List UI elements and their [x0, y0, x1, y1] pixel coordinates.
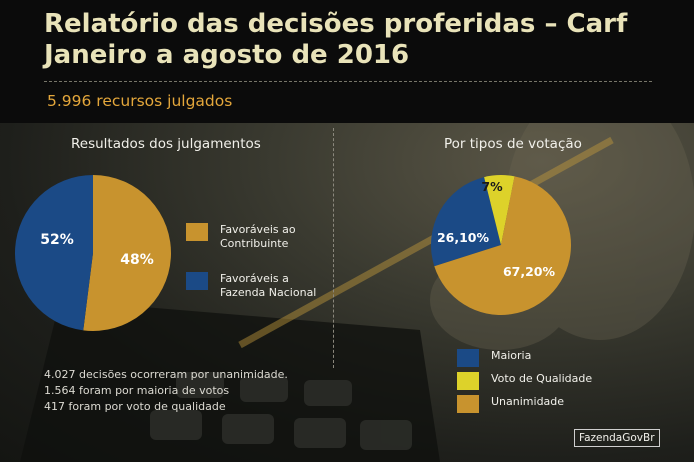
header-band: [0, 0, 694, 123]
note-line: 417 foram por voto de qualidade: [44, 400, 226, 413]
legend-label: Voto de Qualidade: [491, 372, 593, 385]
vertical-divider: [333, 128, 334, 368]
chart2-pie: 26,10% 7% 67,20%: [431, 175, 571, 315]
legend-item: Favoráveis a Fazenda Nacional: [186, 272, 316, 300]
page-title: Relatório das decisões proferidas – Carf…: [44, 9, 684, 71]
legend-swatch: [457, 372, 479, 390]
legend-swatch: [457, 395, 479, 413]
legend-swatch: [457, 349, 479, 367]
legend-label: Favoráveis ao Contribuinte: [220, 223, 296, 250]
slice-value-label: 52%: [40, 232, 74, 248]
title-line-2: Janeiro a agosto de 2016: [44, 40, 410, 70]
pie-slice-1: [83, 175, 171, 331]
pie-slice-3: [434, 176, 571, 315]
notes: 4.027 decisões ocorreram por unanimidade…: [44, 367, 288, 415]
legend-item: Maioria: [457, 349, 531, 367]
legend-label: Favoráveis a Fazenda Nacional: [220, 272, 317, 299]
chart2-title: Por tipos de votação: [444, 136, 582, 152]
calculator-keys: [150, 372, 412, 450]
legend-item: Unanimidade: [457, 395, 564, 413]
slice-value-label: 26,10%: [437, 230, 490, 245]
subtitle: 5.996 recursos julgados: [47, 92, 233, 110]
pie-slice-1: [431, 177, 501, 267]
pencil-shape: [238, 136, 614, 349]
legend-label: Unanimidade: [491, 395, 565, 408]
note-line: 1.564 foram por maioria de votos: [44, 384, 230, 397]
chart1-title: Resultados dos julgamentos: [71, 136, 261, 152]
note-line: 4.027 decisões ocorreram por unanimidade…: [44, 368, 288, 381]
pie-slice-2: [484, 175, 515, 245]
pie-slice-2: [14, 175, 94, 331]
chart1-pie: 52% 48%: [14, 175, 171, 331]
legend-item: Favoráveis ao Contribuinte: [186, 223, 296, 251]
legend-swatch: [186, 272, 208, 290]
legend-swatch: [186, 223, 208, 241]
header-divider: [44, 81, 652, 82]
title-line-1: Relatório das decisões proferidas – Carf: [44, 9, 628, 39]
legend-label: Maioria: [491, 349, 532, 362]
legend-item: Voto de Qualidade: [457, 372, 592, 390]
slice-value-label: 67,20%: [503, 264, 556, 279]
slice-value-label: 48%: [120, 252, 154, 268]
brand-tag: FazendaGovBr: [574, 429, 660, 447]
slice-value-label: 7%: [481, 179, 503, 194]
